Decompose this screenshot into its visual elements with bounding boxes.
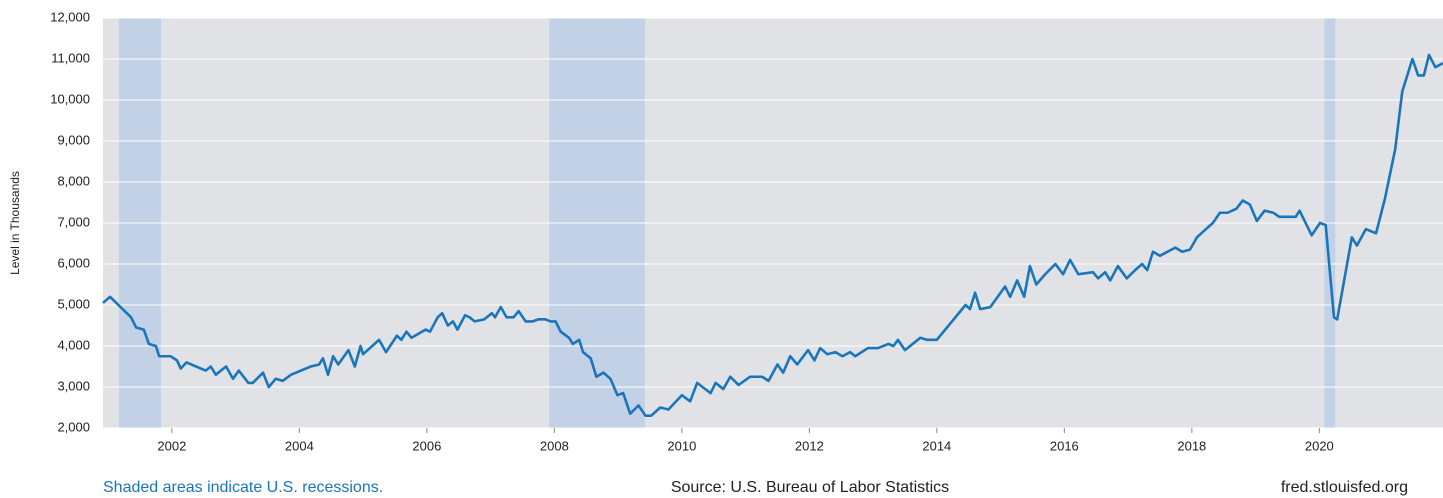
x-tick-label: 2002 <box>157 438 186 453</box>
y-tick-label: 8,000 <box>57 173 90 188</box>
y-tick-label: 12,000 <box>50 9 90 24</box>
y-axis-label: Level in Thousands <box>8 171 22 275</box>
x-tick-label: 2010 <box>667 438 696 453</box>
x-tick-label: 2020 <box>1305 438 1334 453</box>
source: Source: U.S. Bureau of Labor Statistics <box>671 479 949 496</box>
y-tick-label: 6,000 <box>57 255 90 270</box>
x-tick-label: 2014 <box>922 438 951 453</box>
x-tick-label: 2008 <box>540 438 569 453</box>
y-tick-label: 5,000 <box>57 296 90 311</box>
y-tick-label: 10,000 <box>50 91 90 106</box>
y-tick-label: 11,000 <box>51 50 90 65</box>
site: fred.stlouisfed.org <box>1281 479 1408 496</box>
x-tick-label: 2012 <box>795 438 824 453</box>
y-tick-label: 9,000 <box>57 132 90 147</box>
y-tick-label: 7,000 <box>57 214 90 229</box>
y-tick-label: 3,000 <box>57 378 90 393</box>
y-tick-label: 4,000 <box>57 337 90 352</box>
x-tick-label: 2016 <box>1050 438 1079 453</box>
x-tick-label: 2018 <box>1177 438 1206 453</box>
recession-note: Shaded areas indicate U.S. recessions. <box>103 479 383 496</box>
y-tick-label: 2,000 <box>57 419 90 434</box>
x-tick-label: 2004 <box>285 438 314 453</box>
x-tick-label: 2006 <box>412 438 441 453</box>
series-line <box>102 53 1443 417</box>
